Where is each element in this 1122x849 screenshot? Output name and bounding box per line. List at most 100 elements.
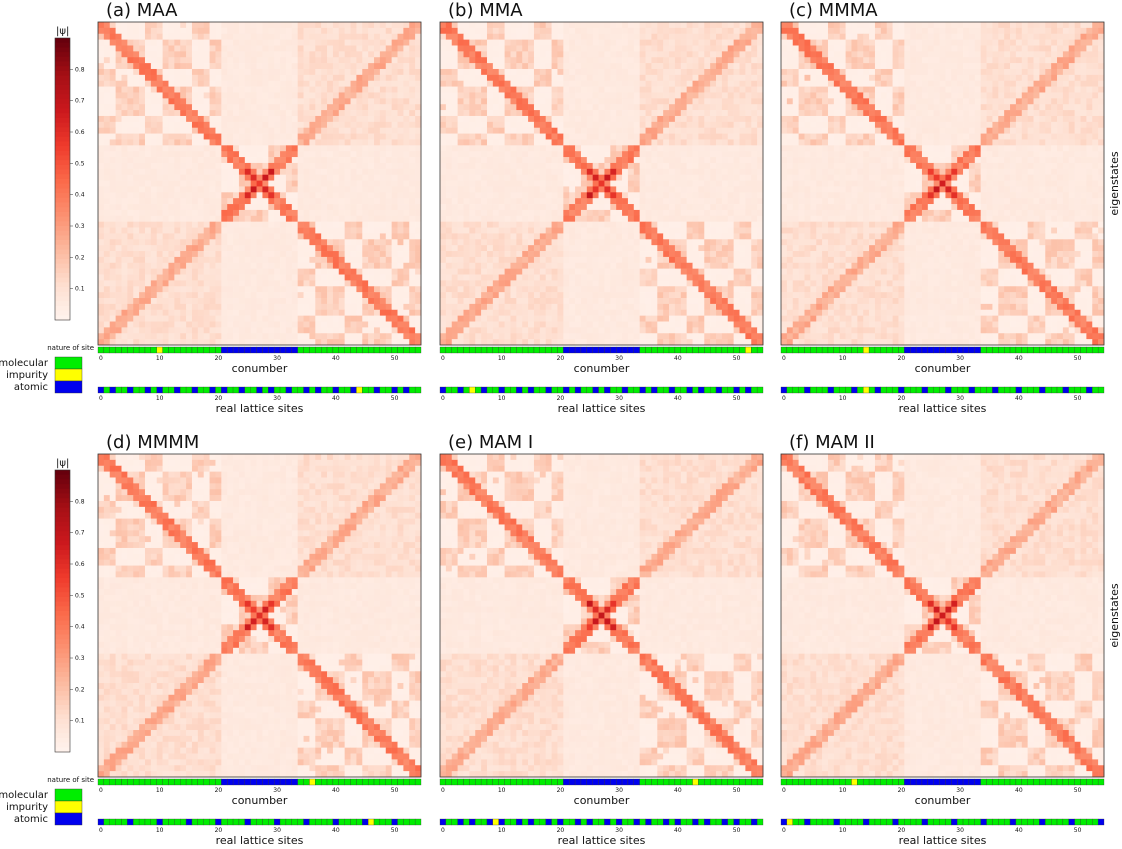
heatmap-cell <box>309 134 315 140</box>
heatmap-cell <box>493 181 499 187</box>
heatmap-cell <box>233 245 239 251</box>
heatmap-cell <box>557 128 563 134</box>
heatmap-cell <box>315 69 321 75</box>
heatmap-cell <box>651 151 657 157</box>
heatmap-cell <box>380 40 386 46</box>
heatmap-cell <box>693 98 699 104</box>
heatmap-cell <box>552 51 558 57</box>
heatmap-cell <box>239 87 245 93</box>
heatmap-cell <box>356 104 362 110</box>
heatmap-cell <box>133 22 139 28</box>
heatmap-cell <box>257 269 263 275</box>
heatmap-cell <box>157 116 163 122</box>
heatmap-cell <box>298 122 304 128</box>
heatmap-cell <box>286 269 292 275</box>
heatmap-cell <box>345 40 351 46</box>
heatmap-cell <box>315 222 321 228</box>
heatmap-cell <box>628 116 634 122</box>
heatmap-cell <box>380 110 386 116</box>
heatmap-cell <box>374 228 380 234</box>
heatmap-cell <box>145 40 151 46</box>
heatmap-cell <box>262 286 268 292</box>
heatmap-cell <box>257 175 263 181</box>
heatmap-cell <box>751 210 757 216</box>
heatmap-cell <box>98 63 104 69</box>
heatmap-cell <box>622 69 628 75</box>
heatmap-cell <box>262 98 268 104</box>
heatmap-cell <box>168 22 174 28</box>
heatmap-cell <box>221 322 227 328</box>
heatmap-cell <box>98 286 104 292</box>
heatmap-cell <box>245 28 251 34</box>
heatmap-cell <box>145 210 151 216</box>
heatmap-cell <box>356 339 362 345</box>
heatmap-cell <box>374 233 380 239</box>
heatmap-cell <box>110 87 116 93</box>
heatmap-cell <box>239 245 245 251</box>
heatmap-cell <box>728 81 734 87</box>
heatmap-cell <box>304 239 310 245</box>
heatmap-cell <box>604 28 610 34</box>
heatmap-cell <box>351 34 357 40</box>
heatmap-cell <box>257 81 263 87</box>
heatmap-cell <box>233 210 239 216</box>
heatmap-cell <box>657 40 663 46</box>
heatmap-cell <box>104 222 110 228</box>
heatmap-cell <box>563 192 569 198</box>
heatmap-cell <box>139 40 145 46</box>
heatmap-cell <box>221 298 227 304</box>
heatmap-cell <box>339 245 345 251</box>
heatmap-cell <box>634 45 640 51</box>
heatmap-cell <box>716 40 722 46</box>
heatmap-cell <box>204 69 210 75</box>
heatmap-cell <box>145 157 151 163</box>
heatmap-cell <box>368 316 374 322</box>
heatmap-cell <box>198 87 204 93</box>
heatmap-cell <box>362 257 368 263</box>
heatmap-cell <box>522 169 528 175</box>
heatmap-cell <box>274 175 280 181</box>
heatmap-cell <box>663 204 669 210</box>
heatmap-cell <box>640 210 646 216</box>
heatmap-cell <box>221 263 227 269</box>
heatmap-cell <box>210 327 216 333</box>
heatmap-cell <box>716 186 722 192</box>
site-marker <box>221 387 227 393</box>
heatmap-cell <box>587 22 593 28</box>
heatmap-cell <box>356 322 362 328</box>
heatmap-cell <box>292 98 298 104</box>
heatmap-cell <box>192 22 198 28</box>
heatmap-cell <box>227 34 233 40</box>
heatmap-cell <box>452 175 458 181</box>
heatmap-cell <box>245 280 251 286</box>
heatmap-cell <box>309 263 315 269</box>
heatmap-cell <box>133 339 139 345</box>
heatmap-cell <box>110 92 116 98</box>
heatmap-cell <box>374 298 380 304</box>
heatmap-cell <box>127 245 133 251</box>
heatmap-cell <box>415 280 421 286</box>
heatmap-cell <box>239 104 245 110</box>
heatmap-cell <box>409 157 415 163</box>
heatmap-cell <box>327 28 333 34</box>
heatmap-cell <box>546 81 552 87</box>
heatmap-cell <box>186 251 192 257</box>
heatmap-cell <box>262 45 268 51</box>
heatmap-cell <box>157 169 163 175</box>
heatmap-cell <box>669 75 675 81</box>
heatmap-cell <box>215 192 221 198</box>
heatmap-cell <box>356 175 362 181</box>
heatmap-cell <box>745 57 751 63</box>
heatmap-cell <box>221 51 227 57</box>
heatmap-cell <box>534 175 540 181</box>
heatmap-cell <box>481 139 487 145</box>
heatmap-cell <box>121 280 127 286</box>
heatmap-cell <box>304 263 310 269</box>
heatmap-cell <box>368 216 374 222</box>
heatmap-cell <box>133 128 139 134</box>
heatmap-cell <box>634 63 640 69</box>
heatmap-cell <box>245 298 251 304</box>
site-marker <box>345 387 351 393</box>
heatmap-cell <box>163 98 169 104</box>
heatmap-cell <box>127 110 133 116</box>
